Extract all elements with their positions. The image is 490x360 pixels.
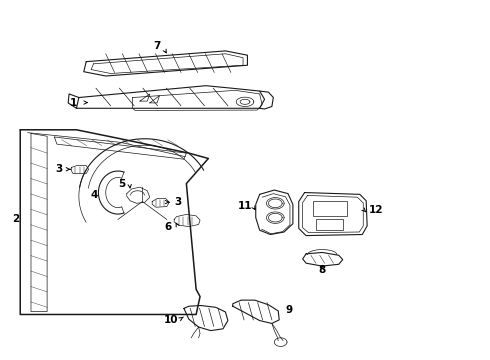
Text: 9: 9 [285,305,293,315]
Text: 4: 4 [91,190,98,200]
Text: 10: 10 [164,315,178,325]
Text: 12: 12 [368,206,383,216]
Text: 5: 5 [118,179,125,189]
Text: 7: 7 [153,41,161,51]
Text: 2: 2 [12,215,19,224]
Text: 11: 11 [238,201,252,211]
Bar [316,220,343,230]
Text: 3: 3 [174,197,181,207]
Text: 3: 3 [56,164,63,174]
Text: 8: 8 [318,265,326,275]
Text: 1: 1 [70,98,76,108]
Text: 6: 6 [164,222,171,231]
Bar [314,201,346,216]
